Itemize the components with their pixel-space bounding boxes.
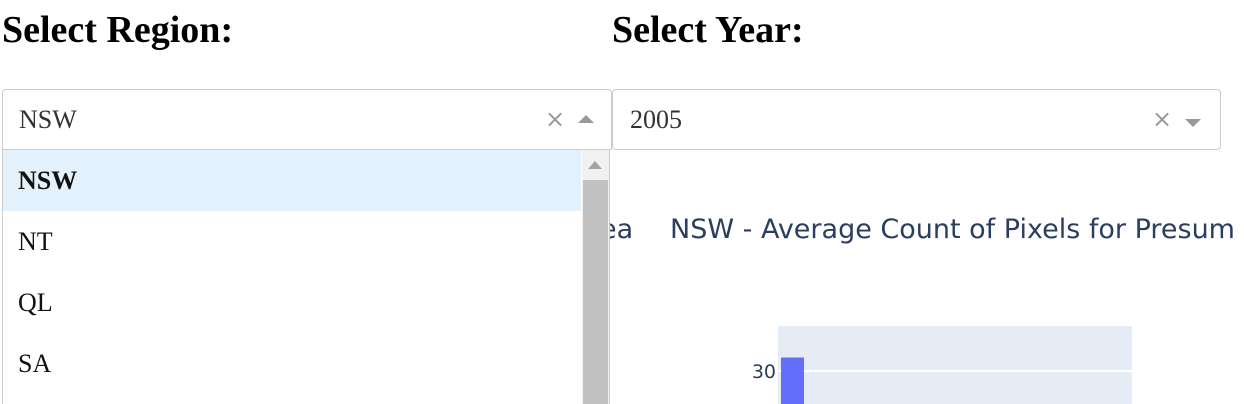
bar[interactable] bbox=[781, 357, 804, 404]
region-clear-icon[interactable]: × bbox=[544, 105, 566, 133]
region-dropdown[interactable]: NSW × bbox=[2, 89, 612, 150]
region-dropdown-menu: NSW NT QL SA bbox=[2, 150, 610, 404]
y-tick-label: 30 bbox=[752, 361, 776, 383]
right-graph-title: NSW - Average Count of Pixels for Presum bbox=[670, 214, 1235, 245]
chevron-up-icon[interactable] bbox=[578, 115, 594, 123]
scroll-up-arrow-icon[interactable] bbox=[588, 161, 602, 169]
region-option-ql[interactable]: QL bbox=[18, 288, 53, 317]
chevron-down-icon[interactable] bbox=[1185, 119, 1201, 127]
year-heading: Select Year: bbox=[612, 9, 804, 51]
year-clear-icon[interactable]: × bbox=[1151, 105, 1173, 133]
scrollbar-thumb[interactable] bbox=[583, 180, 608, 404]
year-selected-value: 2005 bbox=[630, 105, 682, 134]
plot-area bbox=[778, 326, 1132, 404]
region-option-nt[interactable]: NT bbox=[18, 227, 53, 256]
region-option-sa[interactable]: SA bbox=[18, 349, 52, 378]
year-dropdown[interactable]: 2005 × bbox=[612, 89, 1221, 150]
region-menu-scrollbar[interactable] bbox=[582, 150, 609, 404]
region-heading: Select Region: bbox=[2, 9, 234, 51]
region-selected-value: NSW bbox=[19, 105, 77, 134]
region-option-nsw[interactable]: NSW bbox=[3, 150, 581, 211]
